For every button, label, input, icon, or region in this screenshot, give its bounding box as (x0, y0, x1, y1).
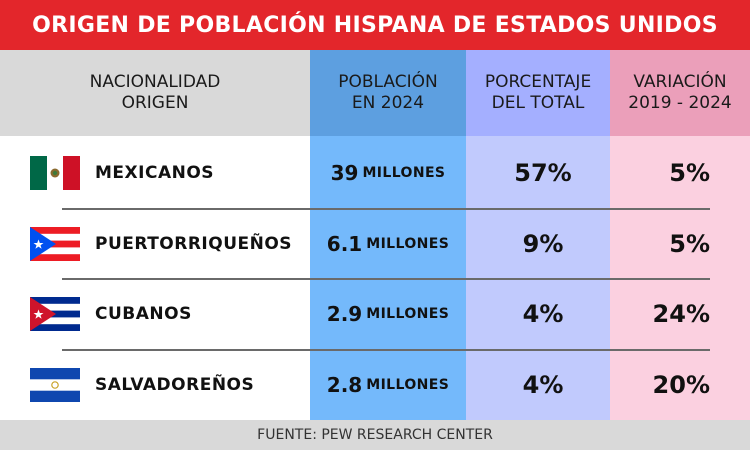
population-unit: MILLONES (366, 377, 450, 393)
percentage-value: 4% (522, 300, 564, 328)
variation-value: 5% (669, 159, 710, 187)
header-variation: VARIACIÓN 2019 - 2024 (610, 50, 750, 136)
population-value: 6.1 MILLONES (310, 209, 466, 279)
variation-value: 5% (669, 230, 710, 258)
header-percentage: PORCENTAJE DEL TOTAL (466, 50, 610, 136)
cuba-flag-icon (30, 297, 80, 331)
percentage-value: 4% (522, 371, 564, 399)
population-unit: MILLONES (366, 306, 450, 322)
source-footer: FUENTE: PEW RESEARCH CENTER (0, 420, 750, 450)
percentage-value: 9% (522, 230, 564, 258)
row-divider (62, 278, 710, 280)
country-name: MEXICANOS (95, 163, 215, 183)
puerto-rico-flag-icon (30, 227, 80, 261)
population-number: 39 (330, 161, 359, 185)
table-row: PUERTORRIQUEÑOS 6.1 MILLONES 9% 5% (0, 209, 750, 279)
table-row: SALVADOREÑOS 2.8 MILLONES 4% 20% (0, 350, 750, 420)
table-row: MEXICANOS 39 MILLONES 57% 5% (0, 138, 750, 208)
population-number: 6.1 (326, 232, 363, 256)
row-divider (62, 349, 710, 351)
variation-value: 24% (652, 300, 710, 328)
header-population: POBLACIÓN EN 2024 (310, 50, 466, 136)
mexico-flag-icon (30, 156, 80, 190)
population-value: 39 MILLONES (310, 138, 466, 208)
population-unit: MILLONES (362, 165, 446, 181)
population-number: 2.8 (326, 373, 363, 397)
el-salvador-flag-icon (30, 368, 80, 402)
variation-value: 20% (652, 371, 710, 399)
population-value: 2.8 MILLONES (310, 350, 466, 420)
chart-title: ORIGEN DE POBLACIÓN HISPANA DE ESTADOS U… (0, 0, 750, 50)
table-row: CUBANOS 2.9 MILLONES 4% 24% (0, 279, 750, 349)
population-unit: MILLONES (366, 236, 450, 252)
country-name: PUERTORRIQUEÑOS (95, 234, 293, 254)
country-name: SALVADOREÑOS (95, 375, 255, 395)
population-number: 2.9 (326, 302, 363, 326)
header-nationality: NACIONALIDAD ORIGEN (89, 72, 221, 113)
country-name: CUBANOS (95, 304, 192, 324)
population-value: 2.9 MILLONES (310, 279, 466, 349)
row-divider (62, 208, 710, 210)
percentage-value: 57% (514, 159, 572, 187)
